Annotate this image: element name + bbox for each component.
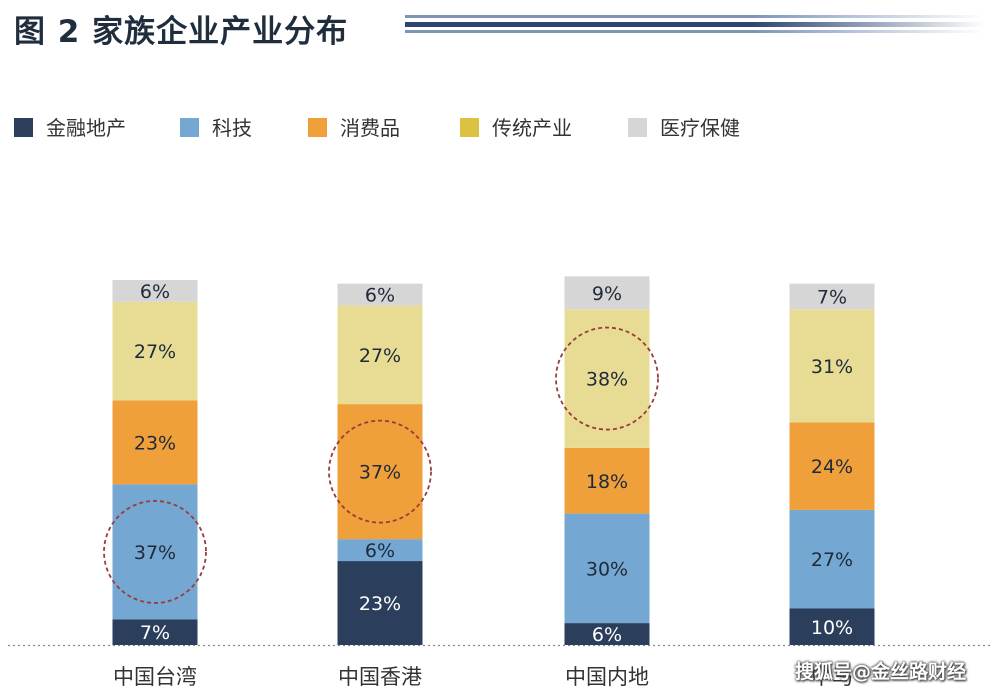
bar-segment-tech-2 — [564, 513, 650, 624]
bar-segment-healthcare-2 — [564, 276, 650, 310]
data-label-healthcare-0: 6% — [140, 281, 170, 303]
category-label-0: 中国台湾 — [113, 665, 197, 689]
bar-segment-healthcare-3 — [789, 283, 875, 310]
bar-segment-tech-3 — [789, 509, 875, 609]
highlight-circle-0 — [103, 500, 207, 604]
data-label-finance-2: 6% — [592, 624, 622, 646]
legend-label-finance: 金融地产 — [46, 116, 126, 140]
legend-swatch-consumer — [308, 118, 327, 137]
data-label-tech-1: 6% — [365, 540, 395, 562]
data-label-traditional-0: 27% — [134, 341, 176, 363]
bar-segment-traditional-1 — [337, 305, 423, 405]
bar-segment-healthcare-1 — [337, 283, 423, 306]
data-label-tech-3: 27% — [811, 549, 853, 571]
data-label-traditional-1: 27% — [359, 345, 401, 367]
legend-swatch-healthcare — [628, 118, 647, 137]
highlight-circle-1 — [328, 419, 432, 524]
legend-label-healthcare: 医疗保健 — [660, 116, 740, 140]
data-label-healthcare-3: 7% — [817, 286, 847, 308]
bar-segment-finance-1 — [337, 561, 423, 645]
data-label-healthcare-1: 6% — [365, 285, 395, 307]
bar-segment-finance-3 — [789, 608, 875, 645]
data-label-consumer-0: 23% — [134, 432, 176, 454]
data-label-traditional-2: 38% — [586, 369, 628, 391]
legend-swatch-traditional — [460, 118, 479, 137]
highlight-circle-2 — [555, 326, 659, 431]
bar-segment-healthcare-0 — [112, 280, 198, 302]
title-decoration-rule — [405, 15, 985, 35]
bar-segment-consumer-0 — [112, 400, 198, 485]
category-label-2: 中国内地 — [565, 665, 649, 689]
chart-title: 图 2 家族企业产业分布 — [14, 14, 349, 50]
category-label-3: 中马 — [811, 665, 853, 689]
bar-segment-traditional-3 — [789, 309, 875, 423]
bar-segment-traditional-2 — [564, 309, 650, 448]
legend-swatch-finance — [14, 118, 33, 137]
bar-segment-tech-1 — [337, 539, 423, 562]
legend-label-consumer: 消费品 — [340, 116, 400, 140]
data-label-finance-1: 23% — [359, 593, 401, 615]
watermark: 搜狐号@金丝路财经 — [795, 661, 967, 683]
category-label-1: 中国香港 — [338, 665, 422, 689]
data-label-consumer-1: 37% — [359, 462, 401, 484]
data-label-traditional-3: 31% — [811, 356, 853, 378]
bar-segment-consumer-3 — [789, 422, 875, 510]
data-label-tech-2: 30% — [586, 558, 628, 580]
bar-segment-consumer-2 — [564, 447, 650, 514]
bar-segment-finance-0 — [112, 619, 198, 645]
data-label-finance-3: 10% — [811, 617, 853, 639]
data-label-finance-0: 7% — [140, 622, 170, 644]
data-label-consumer-2: 18% — [586, 471, 628, 493]
data-label-healthcare-2: 9% — [592, 283, 622, 305]
bar-segment-consumer-1 — [337, 404, 423, 540]
bar-segment-finance-2 — [564, 623, 650, 645]
legend-label-traditional: 传统产业 — [492, 116, 572, 140]
legend-label-tech: 科技 — [212, 116, 252, 140]
bar-segment-traditional-0 — [112, 301, 198, 401]
legend-swatch-tech — [180, 118, 199, 137]
bar-segment-tech-0 — [112, 484, 198, 620]
data-label-tech-0: 37% — [134, 542, 176, 564]
data-label-consumer-3: 24% — [811, 456, 853, 478]
